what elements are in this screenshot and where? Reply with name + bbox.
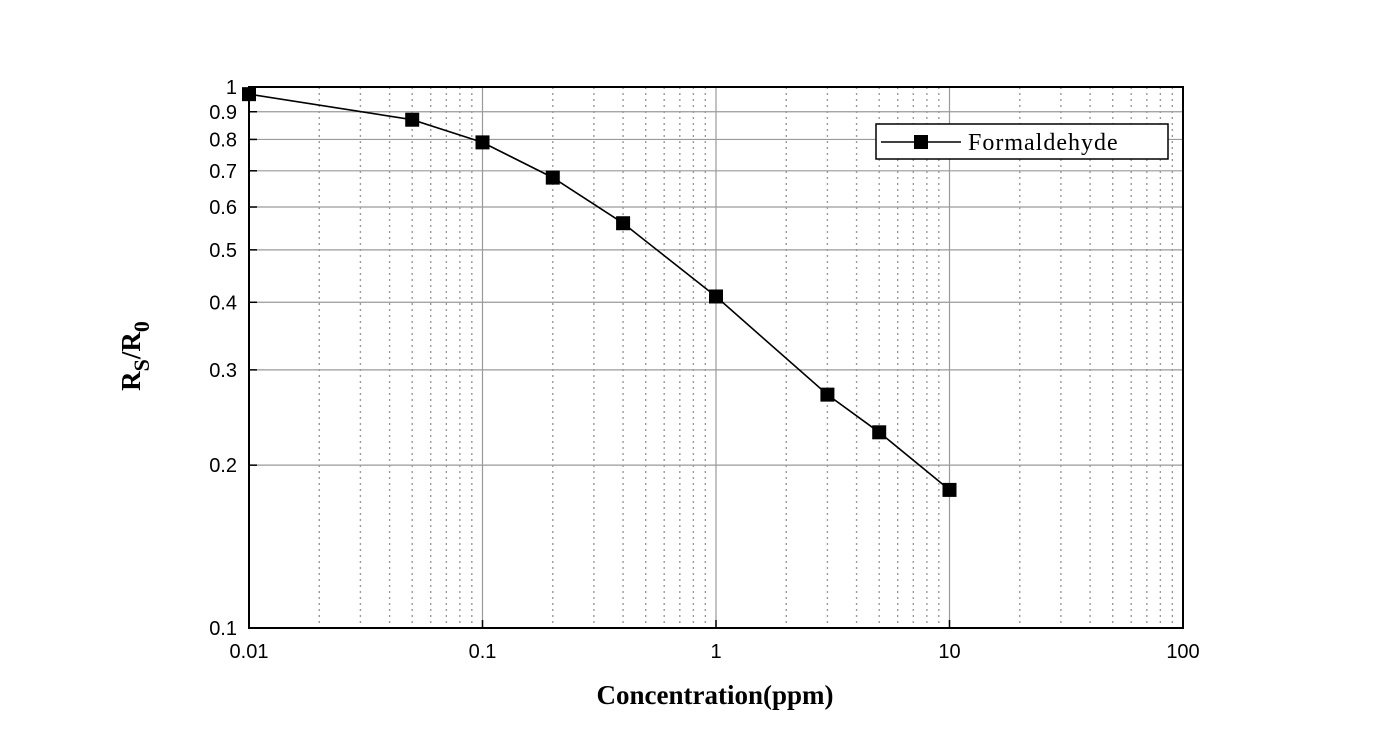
data-point — [545, 170, 560, 185]
y-tick-label: 1 — [226, 77, 237, 99]
y-tick-label: 0.4 — [209, 292, 237, 314]
x-tick-label: 100 — [1166, 641, 1199, 663]
legend-marker — [914, 135, 928, 149]
tick-labels: 0.01 0.1 1 10 1000.10.20.30.40.50.60.70.80.9… — [209, 77, 1200, 663]
y-tick-label: 0.5 — [209, 240, 237, 262]
y-tick-label: 0.8 — [209, 129, 237, 151]
x-tick-label: 0.1 — [469, 641, 497, 663]
x-tick-label: 0.01 — [230, 641, 269, 663]
series-line-formaldehyde — [248, 93, 951, 491]
y-tick-label: 0.2 — [209, 455, 237, 477]
grid — [249, 87, 1183, 628]
legend: Formaldehyde — [875, 123, 1169, 160]
series-layer — [242, 87, 957, 497]
data-point — [616, 216, 631, 231]
y-tick-label: 0.6 — [209, 197, 237, 219]
legend-label: Formaldehyde — [968, 130, 1119, 156]
data-point — [475, 135, 490, 150]
y-tick-label: 0.1 — [209, 618, 237, 640]
y-axis-title: RS/R0 — [116, 321, 154, 391]
y-tick-label: 0.7 — [209, 161, 237, 183]
data-point — [405, 112, 420, 127]
data-point — [942, 482, 957, 497]
y-tick-label: 0.3 — [209, 360, 237, 382]
x-tick-label: 1 — [710, 641, 721, 663]
data-point — [820, 387, 835, 402]
y-tick-label: 0.9 — [209, 102, 237, 124]
x-axis-title: Concentration(ppm) — [597, 680, 834, 710]
data-point — [709, 289, 723, 304]
data-point — [872, 425, 887, 440]
x-tick-label: 10 — [938, 641, 960, 663]
